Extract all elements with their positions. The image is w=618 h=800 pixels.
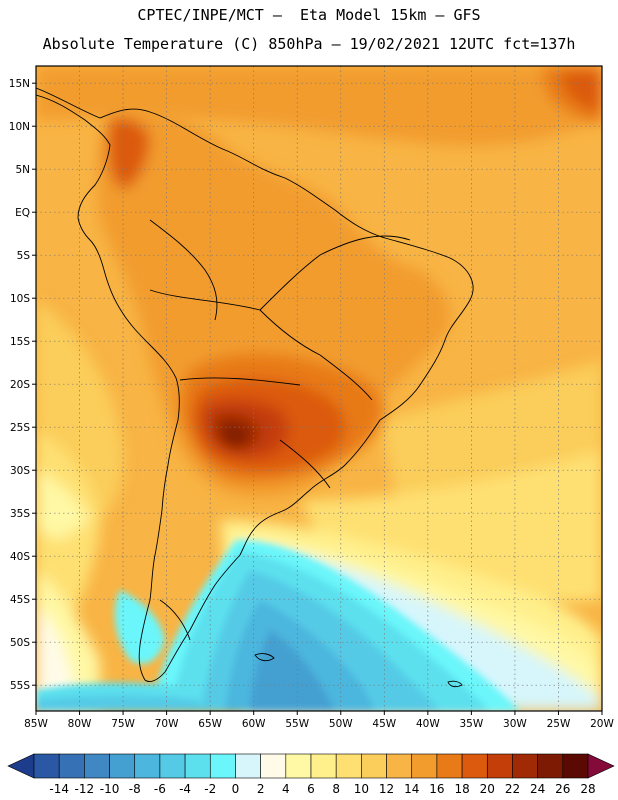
legend-label: 14 <box>404 782 419 796</box>
lon-tick-label: 30W <box>503 718 527 730</box>
legend-label: -2 <box>204 782 216 796</box>
lat-tick-label: EQ <box>15 207 30 219</box>
lon-tick-label: 85W <box>24 718 48 730</box>
lon-tick-label: 40W <box>416 718 440 730</box>
color-legend: -14 -12 -10 -8 -6 -4 -2 0 2 4 6 8 10 12 14 16 18 20 22 24 26… <box>7 753 615 796</box>
lat-tick-label: 5S <box>17 250 31 262</box>
legend-swatch <box>260 753 287 779</box>
lat-tick-label: 30S <box>10 465 30 477</box>
lat-tick-label: 15S <box>10 336 30 348</box>
lat-tick-label: 10N <box>9 121 30 133</box>
legend-label: 8 <box>332 782 340 796</box>
lat-tick-label: 40S <box>10 551 30 563</box>
legend-swatch <box>84 753 110 779</box>
lon-tick-label: 35W <box>460 718 484 730</box>
latitude-labels: 15N 10N 5N EQ 5S 10S 15S 20S 25S 30S 35S 40S 45S 50S 5… <box>9 78 36 692</box>
legend-label: 0 <box>232 782 240 796</box>
longitude-labels: 85W 80W 75W 70W 65W 60W 55W 50W 45W 40W 35W 30W 25W 2… <box>24 711 614 730</box>
legend-label: -10 <box>100 782 120 796</box>
title-line-2: Absolute Temperature (C) 850hPa – 19/02/… <box>42 35 576 53</box>
legend-label: -8 <box>129 782 141 796</box>
legend-swatch <box>335 753 362 779</box>
legend-swatch <box>461 753 488 779</box>
lon-tick-label: 20W <box>590 718 614 730</box>
lon-tick-label: 45W <box>372 718 396 730</box>
legend-swatch <box>184 753 211 779</box>
legend-arrow-low <box>7 753 35 779</box>
legend-swatch <box>486 753 513 779</box>
legend-label: 20 <box>480 782 495 796</box>
lat-tick-label: 55S <box>10 680 30 692</box>
legend-label: 24 <box>530 782 545 796</box>
legend-swatch <box>109 753 136 779</box>
legend-swatch <box>235 753 261 779</box>
legend-label: 12 <box>379 782 394 796</box>
legend-swatch <box>386 753 413 779</box>
legend-swatch <box>512 753 538 779</box>
lon-tick-label: 65W <box>198 718 222 730</box>
legend-label: 18 <box>454 782 469 796</box>
lat-tick-label: 15N <box>9 78 30 90</box>
legend-swatch <box>537 753 564 779</box>
legend-arrow-high <box>587 753 615 779</box>
legend-swatch <box>134 753 161 779</box>
legend-swatch <box>159 753 186 779</box>
lat-tick-label: 5N <box>15 164 30 176</box>
lat-tick-label: 45S <box>10 594 30 606</box>
legend-swatch <box>562 753 589 779</box>
lat-tick-label: 10S <box>10 293 30 305</box>
lon-tick-label: 60W <box>242 718 266 730</box>
lon-tick-label: 50W <box>329 718 353 730</box>
lat-tick-label: 25S <box>10 422 30 434</box>
lat-tick-label: 35S <box>10 508 30 520</box>
legend-swatch <box>58 753 85 779</box>
legend-swatch <box>411 753 438 779</box>
legend-label: -12 <box>75 782 95 796</box>
lon-tick-label: 25W <box>547 718 571 730</box>
legend-swatch <box>33 753 60 779</box>
legend-label: 28 <box>580 782 595 796</box>
map-frame <box>35 65 603 712</box>
legend-swatch <box>285 753 312 779</box>
temperature-field <box>36 66 602 711</box>
lon-tick-label: 80W <box>68 718 92 730</box>
legend-label: 22 <box>505 782 520 796</box>
lon-tick-label: 70W <box>155 718 179 730</box>
title-line-1: CPTEC/INPE/MCT – Eta Model 15km – GFS <box>137 6 481 24</box>
legend-label: 26 <box>555 782 570 796</box>
lon-tick-label: 55W <box>285 718 309 730</box>
legend-label: 10 <box>354 782 369 796</box>
coastlines <box>36 87 474 688</box>
legend-label: 16 <box>429 782 444 796</box>
legend-label: -14 <box>49 782 69 796</box>
legend-label: 2 <box>257 782 265 796</box>
lat-tick-label: 20S <box>10 379 30 391</box>
legend-swatch <box>310 753 337 779</box>
legend-label: -4 <box>179 782 191 796</box>
legend-swatch <box>209 753 236 779</box>
legend-label: -6 <box>154 782 166 796</box>
legend-label: 6 <box>307 782 315 796</box>
lat-tick-label: 50S <box>10 637 30 649</box>
legend-label: 4 <box>282 782 290 796</box>
legend-swatch <box>436 753 463 779</box>
legend-swatch <box>361 753 387 779</box>
lon-tick-label: 75W <box>111 718 135 730</box>
